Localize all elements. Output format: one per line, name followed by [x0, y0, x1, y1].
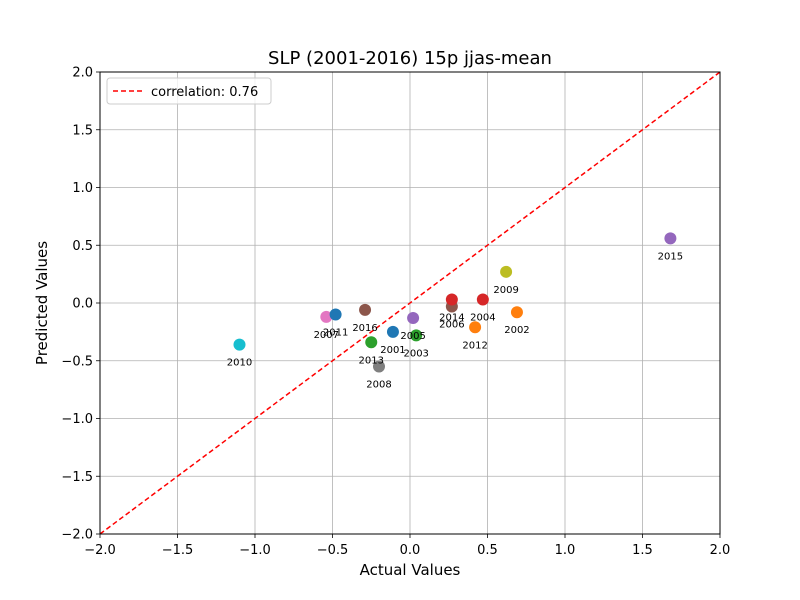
- y-tick-label: 2.0: [72, 66, 93, 81]
- y-tick-label: −2.0: [61, 528, 93, 543]
- x-tick-label: 1.5: [632, 543, 653, 558]
- y-tick-label: −0.5: [61, 354, 93, 369]
- data-point-label-2015: 2015: [658, 251, 683, 262]
- chart-title: SLP (2001-2016) 15p jjas-mean: [268, 48, 552, 69]
- y-tick-label: 0.5: [72, 239, 93, 254]
- data-point-label-2016: 2016: [352, 323, 377, 334]
- data-point-2005: [407, 312, 420, 325]
- y-axis-label: Predicted Values: [33, 241, 51, 365]
- data-point-label-2011: 2011: [323, 328, 348, 339]
- data-point-label-2010: 2010: [227, 358, 252, 369]
- x-tick-label: 1.0: [555, 543, 576, 558]
- data-points: [233, 232, 677, 373]
- data-point-label-2012: 2012: [462, 340, 487, 351]
- data-point-2001: [386, 325, 399, 338]
- correlation-reference-line: [99, 71, 721, 535]
- x-tick-label: 0.0: [400, 543, 421, 558]
- x-tick-label: −1.5: [162, 543, 194, 558]
- x-tick-label: −1.0: [239, 543, 271, 558]
- data-point-label-2001: 2001: [380, 345, 405, 356]
- data-point-2012: [469, 321, 482, 334]
- data-point-2010: [233, 338, 246, 351]
- y-tick-label: −1.0: [61, 412, 93, 427]
- data-point-2013: [365, 336, 378, 349]
- data-point-label-2009: 2009: [493, 285, 518, 296]
- y-axis-ticks: −2.0 −1.5 −1.0 −0.5 0.0 0.5 1.0 1.5 2.0: [61, 66, 100, 543]
- data-point-2015: [664, 232, 677, 245]
- data-point-2016: [359, 303, 372, 316]
- data-point-label-2003: 2003: [403, 348, 428, 359]
- x-tick-label: −0.5: [317, 543, 349, 558]
- data-point-2014: [445, 293, 458, 306]
- data-point-2004: [476, 293, 489, 306]
- data-point-2002: [510, 306, 523, 319]
- x-tick-label: −2.0: [84, 543, 116, 558]
- y-tick-label: 1.5: [72, 123, 93, 138]
- data-point-2011: [329, 308, 342, 321]
- data-point-label-2002: 2002: [504, 325, 529, 336]
- legend-box: [106, 77, 272, 105]
- data-point-2003: [410, 329, 423, 342]
- data-point-2009: [500, 265, 513, 278]
- data-point-2008: [373, 360, 385, 373]
- y-tick-label: −1.5: [61, 470, 93, 485]
- data-point-label-2006: 2006: [439, 319, 464, 330]
- data-point-label-2008: 2008: [366, 380, 391, 391]
- data-point-label-2013: 2013: [359, 355, 384, 366]
- x-tick-label: 2.0: [710, 543, 731, 558]
- data-point-labels: 2001 2002 2003 2004 2005 2006 2007 2008 2009 2010…: [227, 251, 683, 390]
- data-point-label-2014: 2014: [439, 313, 464, 324]
- y-tick-label: 1.0: [72, 181, 93, 196]
- data-point-label-2007: 2007: [314, 330, 339, 341]
- data-point-2007: [320, 310, 333, 323]
- x-axis-label: Actual Values: [360, 561, 461, 579]
- x-tick-label: 0.5: [477, 543, 498, 558]
- y-tick-label: 0.0: [72, 297, 93, 312]
- legend-entry-label: correlation: 0.76: [151, 85, 258, 100]
- data-point-label-2004: 2004: [470, 313, 495, 324]
- data-point-label-2005: 2005: [400, 331, 425, 342]
- x-axis-ticks: −2.0 −1.5 −1.0 −0.5 0.0 0.5 1.0 1.5 2.0: [84, 534, 730, 558]
- legend: correlation: 0.76: [106, 77, 272, 105]
- reference-line-group: [99, 71, 721, 535]
